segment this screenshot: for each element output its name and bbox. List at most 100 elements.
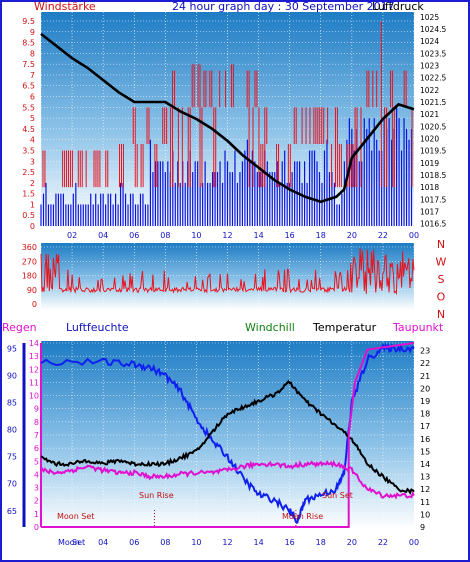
x-overlap-set: Set xyxy=(72,538,85,547)
wind-tick-label: 0.5 xyxy=(22,211,35,220)
pressure-axis-title: Luftdruck xyxy=(372,0,424,13)
temp-tick-label: 17 xyxy=(420,422,430,431)
rain-tick-label: 2 xyxy=(34,497,39,506)
rain-tick-label: 9 xyxy=(34,405,39,414)
chart-marks: 00.511.522.533.544.555.566.577.588.599.5… xyxy=(7,13,447,547)
humidity-tick-label: 90 xyxy=(7,371,17,380)
rain-tick-label: 13 xyxy=(29,352,39,361)
time-tick-label: 02 xyxy=(67,231,77,240)
humidity-tick-label: 95 xyxy=(7,344,17,353)
compass-label: W xyxy=(436,256,447,269)
wind-direction-line xyxy=(40,248,415,296)
pressure-tick-label: 1023 xyxy=(420,62,439,71)
wind-tick-label: 2 xyxy=(30,179,35,188)
temp-tick-label: 12 xyxy=(420,485,430,494)
humidity-tick-label: 65 xyxy=(7,507,17,516)
compass-label: O xyxy=(437,291,446,304)
temp-tick-label: 20 xyxy=(420,384,430,393)
time-tick-label: 10 xyxy=(191,231,201,240)
rain-tick-label: 1 xyxy=(34,510,39,519)
humidity-tick-label: 85 xyxy=(7,399,17,408)
pressure-tick-label: 1017.5 xyxy=(420,195,446,204)
wind-tick-label: 0 xyxy=(30,222,35,231)
rain-tick-label: 6 xyxy=(34,444,39,453)
rain-tick-label: 11 xyxy=(29,378,39,387)
windchill-label: Windchill xyxy=(245,321,295,334)
annotation-sun-set: Sun Set xyxy=(322,491,353,500)
wind-tick-label: 3.5 xyxy=(22,146,35,155)
rain-tick-label: 5 xyxy=(34,457,39,466)
direction-tick-label: 0 xyxy=(32,300,37,309)
wind-tick-label: 5 xyxy=(30,114,35,123)
temp-time-tick-label: 22 xyxy=(378,538,388,547)
temp-tick-label: 15 xyxy=(420,447,430,456)
annotation-sun-rise: Sun Rise xyxy=(139,491,174,500)
temp-tick-label: 18 xyxy=(420,410,430,419)
pressure-tick-label: 1021.5 xyxy=(420,98,446,107)
temperature-line xyxy=(40,379,415,495)
temp-time-tick-label: 20 xyxy=(347,538,357,547)
pressure-tick-label: 1022.5 xyxy=(420,74,446,83)
temperature-label: Temperatur xyxy=(312,321,377,334)
time-tick-label: 14 xyxy=(253,231,263,240)
time-tick-label: 18 xyxy=(316,231,326,240)
temp-tick-label: 13 xyxy=(420,473,430,482)
pressure-tick-label: 1025 xyxy=(420,13,439,22)
temp-tick-label: 10 xyxy=(420,510,430,519)
pressure-tick-label: 1024 xyxy=(420,37,439,46)
pressure-tick-label: 1020.5 xyxy=(420,122,446,131)
time-tick-label: 00 xyxy=(409,231,419,240)
pressure-tick-label: 1018.5 xyxy=(420,171,446,180)
humidity-label: Luftfeuchte xyxy=(66,321,129,334)
temp-tick-label: 14 xyxy=(420,460,430,469)
wind-tick-label: 5.5 xyxy=(22,103,35,112)
temp-tick-label: 11 xyxy=(420,498,430,507)
time-tick-label: 16 xyxy=(285,231,295,240)
pressure-tick-label: 1023.5 xyxy=(420,49,446,58)
rain-tick-label: 0 xyxy=(34,523,39,532)
compass-label: N xyxy=(437,238,445,251)
compass-label: N xyxy=(437,308,445,321)
pressure-tick-label: 1024.5 xyxy=(420,25,446,34)
humidity-tick-label: 70 xyxy=(7,480,17,489)
pressure-tick-label: 1017 xyxy=(420,207,439,216)
wind-axis-title: Windstärke xyxy=(34,0,96,13)
rain-label: Regen xyxy=(2,321,37,334)
temp-time-tick-label: 16 xyxy=(285,538,295,547)
annotation-moon-rise: Moon Rise xyxy=(282,512,323,521)
x-overlap-moon: Moon xyxy=(58,538,80,547)
time-tick-label: 22 xyxy=(378,231,388,240)
chart-labels: Windstärke 24 hour graph day : 30 Septem… xyxy=(2,0,444,547)
wind-tick-label: 4 xyxy=(30,136,35,145)
dewpoint-label: Taupunkt xyxy=(392,321,444,334)
humidity-tick-label: 80 xyxy=(7,426,17,435)
rain-tick-label: 10 xyxy=(29,392,39,401)
time-tick-label: 12 xyxy=(222,231,232,240)
rain-line xyxy=(41,342,415,528)
wind-tick-label: 2.5 xyxy=(22,168,35,177)
rain-tick-label: 4 xyxy=(34,470,39,479)
wind-tick-label: 6.5 xyxy=(22,82,35,91)
pressure-tick-label: 1022 xyxy=(420,86,439,95)
temp-time-tick-label: 10 xyxy=(191,538,201,547)
time-tick-label: 04 xyxy=(98,231,108,240)
time-tick-label: 08 xyxy=(160,231,170,240)
temp-tick-label: 21 xyxy=(420,372,430,381)
wind-tick-label: 3 xyxy=(30,157,35,166)
pressure-tick-label: 1019 xyxy=(420,159,439,168)
wind-tick-label: 7 xyxy=(30,71,35,80)
humidity-line xyxy=(40,342,415,524)
humidity-tick-label: 75 xyxy=(7,453,17,462)
wind-tick-label: 7.5 xyxy=(22,60,35,69)
temp-time-tick-label: 12 xyxy=(222,538,232,547)
direction-tick-label: 180 xyxy=(22,272,37,281)
rain-tick-label: 14 xyxy=(29,339,39,348)
pressure-tick-label: 1020 xyxy=(420,134,439,143)
wind-tick-label: 1.5 xyxy=(22,190,35,199)
pressure-tick-label: 1019.5 xyxy=(420,147,446,156)
wind-tick-label: 8.5 xyxy=(22,39,35,48)
temp-time-tick-label: 14 xyxy=(253,538,263,547)
pressure-tick-label: 1016.5 xyxy=(420,220,446,229)
